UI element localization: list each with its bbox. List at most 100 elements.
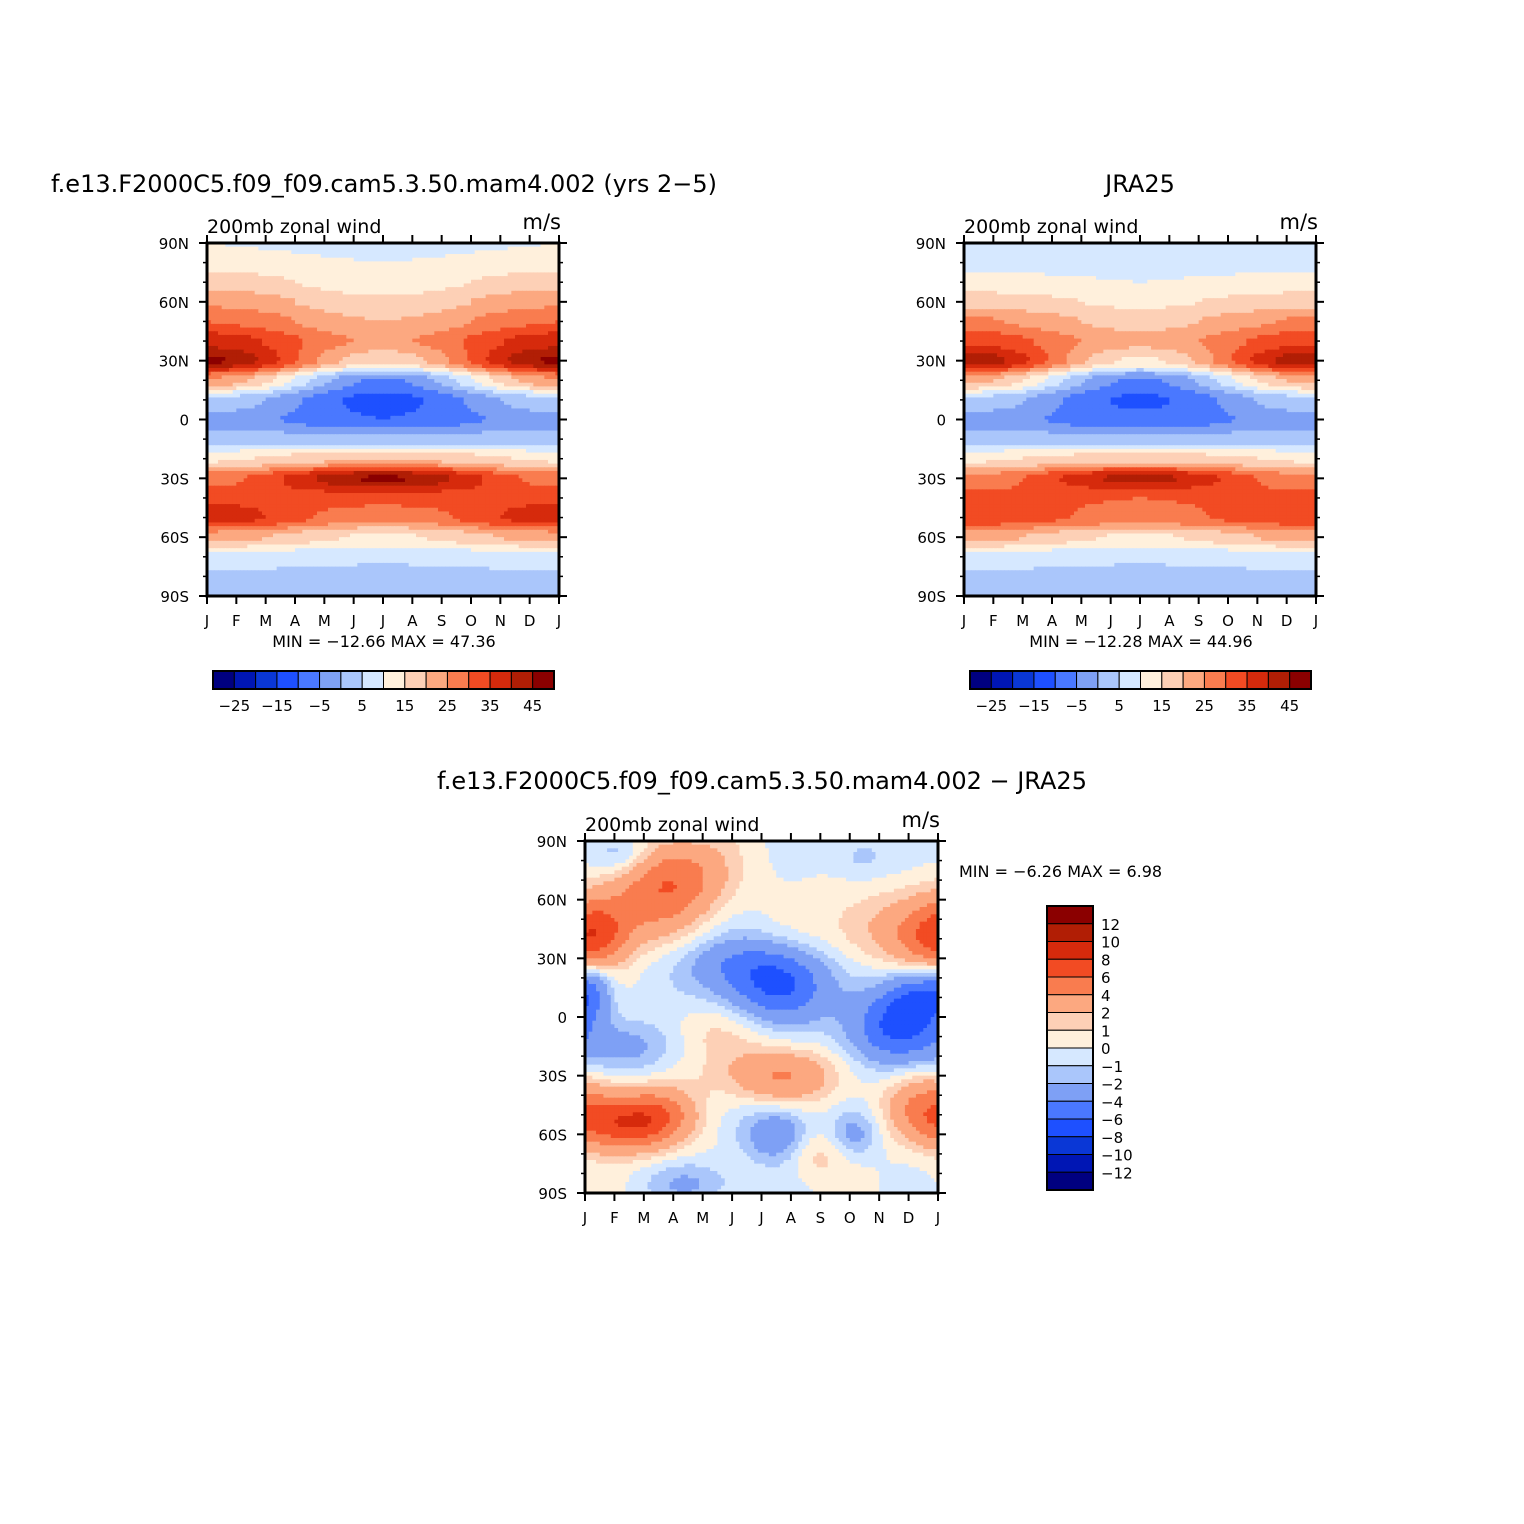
contour-cell [482, 375, 487, 380]
contour-cell [405, 375, 410, 380]
contour-cell [478, 342, 483, 347]
contour-cell [229, 320, 234, 325]
contour-cell [482, 294, 487, 299]
contour-cell [467, 345, 472, 351]
contour-cell [390, 349, 395, 354]
contour-cell [522, 426, 527, 432]
contour-cell [529, 390, 534, 395]
contour-cell [339, 334, 344, 340]
contour-cell [247, 243, 252, 248]
contour-cell [405, 349, 410, 354]
contour-cell [247, 353, 252, 358]
contour-cell [474, 345, 479, 351]
contour-cell [427, 250, 432, 255]
contour-cell [463, 379, 468, 384]
contour-cell [540, 250, 545, 255]
contour-cell [482, 397, 487, 402]
contour-cell [441, 382, 446, 388]
contour-cell [284, 276, 289, 281]
contour-cell [320, 423, 325, 428]
contour-cell [306, 393, 311, 399]
contour-cell [236, 368, 241, 373]
contour-cell [302, 408, 307, 413]
contour-cell [221, 298, 226, 303]
contour-cell [518, 401, 523, 406]
contour-cell [522, 338, 527, 343]
contour-cell [471, 294, 476, 299]
contour-cell [456, 379, 461, 384]
contour-cell [401, 368, 406, 373]
contour-cell [485, 404, 490, 410]
contour-cell [551, 430, 556, 435]
contour-cell [430, 401, 435, 406]
contour-cell [518, 397, 523, 402]
contour-cell [456, 294, 461, 299]
contour-cell [430, 353, 435, 358]
contour-cell [342, 290, 347, 296]
contour-cell [339, 254, 344, 259]
contour-cell [328, 312, 333, 318]
contour-cell [372, 412, 377, 417]
contour-cell [474, 364, 479, 369]
contour-cell [251, 279, 256, 285]
contour-cell [295, 423, 300, 428]
contour-cell [251, 287, 256, 292]
contour-cell [353, 268, 358, 274]
contour-cell [467, 261, 472, 266]
contour-cell [357, 320, 362, 325]
contour-cell [364, 331, 369, 336]
contour-cell [427, 331, 432, 336]
contour-cell [276, 320, 281, 325]
contour-cell [416, 353, 421, 358]
contour-cell [236, 331, 241, 336]
contour-cell [232, 279, 237, 285]
contour-cell [328, 386, 333, 391]
contour-cell [243, 386, 248, 391]
contour-cell [320, 243, 325, 248]
contour-cell [218, 334, 223, 340]
contour-cell [507, 290, 512, 296]
contour-cell [474, 294, 479, 299]
contour-cell [423, 375, 428, 380]
contour-cell [511, 287, 516, 292]
contour-cell [306, 243, 311, 248]
contour-cell [221, 305, 226, 310]
contour-cell [342, 265, 347, 270]
contour-cell [489, 430, 494, 435]
contour-cell [383, 415, 388, 421]
contour-cell [317, 276, 322, 281]
contour-cell [507, 401, 512, 406]
contour-cell [430, 309, 435, 314]
contour-cell [368, 327, 373, 332]
contour-cell [251, 430, 256, 435]
contour-cell [276, 298, 281, 303]
contour-cell [445, 309, 450, 314]
contour-cell [269, 331, 274, 336]
contour-cell [460, 294, 465, 299]
contour-cell [555, 393, 559, 399]
contour-cell [284, 298, 289, 303]
contour-cell [306, 301, 311, 307]
contour-cell [474, 305, 479, 310]
contour-cell [441, 353, 446, 358]
contour-cell [258, 349, 263, 354]
contour-cell [551, 290, 556, 296]
contour-cell [474, 309, 479, 314]
contour-cell [372, 334, 377, 340]
contour-cell [207, 243, 212, 248]
contour-cell [467, 375, 472, 380]
contour-cell [449, 323, 454, 329]
contour-cell [251, 356, 256, 362]
contour-cell [555, 412, 559, 417]
contour-cell [482, 371, 487, 376]
contour-cell [236, 364, 241, 369]
contour-cell [485, 298, 490, 303]
contour-cell [361, 397, 366, 402]
contour-cell [471, 327, 476, 332]
contour-cell [346, 356, 351, 362]
contour-cell [485, 287, 490, 292]
contour-cell [551, 261, 556, 266]
contour-cell [423, 356, 428, 362]
contour-cell [328, 301, 333, 307]
contour-cell [463, 386, 468, 391]
